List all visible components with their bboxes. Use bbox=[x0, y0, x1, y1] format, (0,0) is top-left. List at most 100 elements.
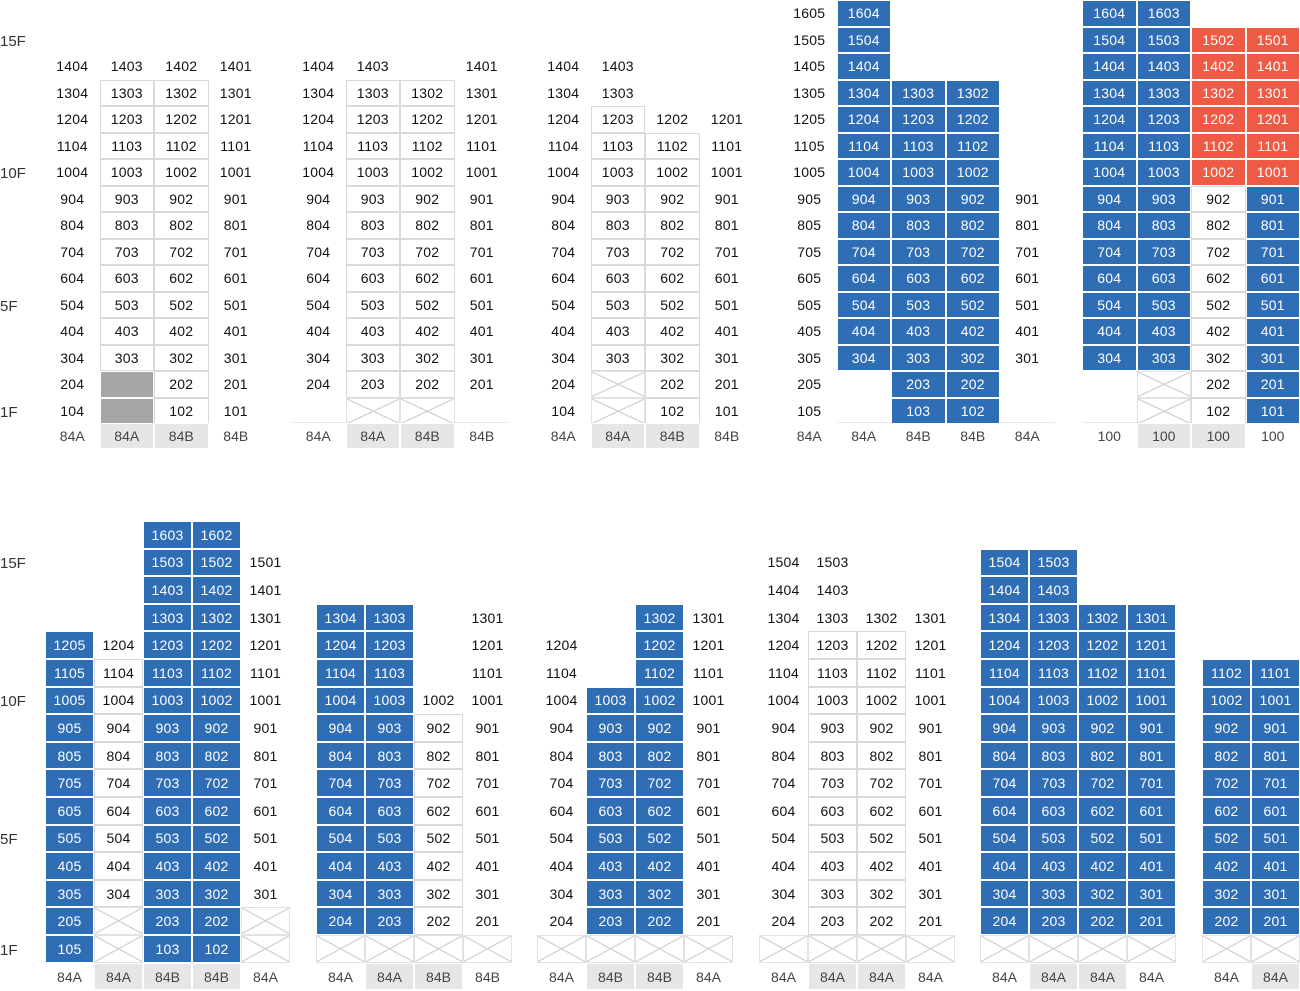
unit-cell[interactable]: 903 bbox=[590, 185, 645, 212]
unit-cell[interactable]: 202 bbox=[1202, 907, 1251, 935]
unit-cell[interactable]: 1304 bbox=[536, 79, 591, 106]
unit-cell[interactable]: 504 bbox=[94, 824, 143, 853]
unit-cell[interactable]: 503 bbox=[99, 291, 154, 318]
unit-cell[interactable]: 1102 bbox=[945, 132, 1000, 159]
unit-cell[interactable]: 602 bbox=[945, 265, 1000, 292]
unit-cell[interactable]: 105 bbox=[782, 397, 837, 424]
unit-cell[interactable]: 1402 bbox=[154, 53, 209, 80]
unit-cell[interactable]: 1101 bbox=[684, 659, 733, 687]
unit-cell[interactable]: 504 bbox=[1082, 291, 1137, 318]
unit-cell[interactable]: 502 bbox=[414, 824, 463, 853]
unit-cell[interactable]: 1504 bbox=[1082, 26, 1137, 53]
unit-cell[interactable]: 503 bbox=[586, 824, 635, 853]
unit-cell[interactable]: 303 bbox=[345, 344, 400, 371]
unit-cell[interactable]: 1104 bbox=[45, 132, 100, 159]
unit-cell[interactable]: 304 bbox=[537, 879, 586, 908]
unit-cell[interactable]: 1404 bbox=[759, 576, 808, 604]
unit-cell[interactable]: 1301 bbox=[684, 603, 733, 632]
unit-cell[interactable]: 701 bbox=[699, 238, 754, 265]
unit-cell[interactable]: 701 bbox=[454, 238, 509, 265]
unit-cell[interactable]: 1004 bbox=[537, 686, 586, 715]
unit-cell[interactable]: 401 bbox=[906, 852, 955, 880]
unit-cell[interactable]: 201 bbox=[684, 907, 733, 935]
unit-cell[interactable]: 504 bbox=[316, 824, 365, 853]
unit-cell[interactable]: 502 bbox=[945, 291, 1000, 318]
unit-cell[interactable]: 105 bbox=[45, 935, 94, 963]
unit-cell[interactable]: 403 bbox=[345, 318, 400, 345]
unit-cell[interactable]: 401 bbox=[241, 852, 290, 880]
unit-cell[interactable]: 501 bbox=[906, 824, 955, 853]
unit-cell[interactable]: 203 bbox=[143, 907, 192, 935]
unit-cell[interactable]: 1301 bbox=[906, 603, 955, 632]
unit-cell[interactable]: 802 bbox=[1191, 212, 1246, 239]
unit-cell[interactable]: 1302 bbox=[1191, 79, 1246, 106]
unit-cell[interactable]: 1102 bbox=[192, 659, 241, 687]
unit-cell[interactable]: 402 bbox=[645, 318, 700, 345]
unit-cell[interactable]: 601 bbox=[454, 265, 509, 292]
unit-cell[interactable]: 1002 bbox=[857, 686, 906, 715]
unit-cell[interactable]: 1002 bbox=[154, 159, 209, 186]
unit-cell[interactable]: 203 bbox=[808, 907, 857, 935]
unit-cell[interactable]: 803 bbox=[808, 741, 857, 770]
unit-cell[interactable]: 901 bbox=[1127, 714, 1176, 742]
unit-cell[interactable]: 1102 bbox=[1078, 659, 1127, 687]
unit-cell[interactable]: 604 bbox=[94, 797, 143, 825]
unit-cell[interactable]: 1304 bbox=[1082, 79, 1137, 106]
unit-cell[interactable]: 901 bbox=[241, 714, 290, 742]
unit-cell[interactable]: 1101 bbox=[463, 659, 512, 687]
unit-cell[interactable]: 301 bbox=[1000, 344, 1055, 371]
unit-cell[interactable]: 503 bbox=[365, 824, 414, 853]
unit-cell[interactable]: 1404 bbox=[836, 53, 891, 80]
unit-cell[interactable]: 704 bbox=[1082, 238, 1137, 265]
unit-cell[interactable]: 1201 bbox=[463, 631, 512, 659]
unit-cell[interactable]: 1603 bbox=[1136, 0, 1191, 27]
unit-cell[interactable]: 101 bbox=[1245, 397, 1300, 424]
unit-cell[interactable]: 701 bbox=[241, 769, 290, 797]
unit-cell[interactable]: 401 bbox=[1245, 318, 1300, 345]
unit-cell[interactable]: 303 bbox=[1029, 879, 1078, 908]
unit-cell[interactable]: 304 bbox=[316, 879, 365, 908]
unit-cell[interactable]: 802 bbox=[1202, 741, 1251, 770]
unit-cell[interactable]: 1203 bbox=[143, 631, 192, 659]
unit-cell[interactable]: 302 bbox=[945, 344, 1000, 371]
unit-cell[interactable]: 603 bbox=[1029, 797, 1078, 825]
unit-cell[interactable]: 1203 bbox=[99, 106, 154, 133]
unit-cell[interactable]: 201 bbox=[1127, 907, 1176, 935]
unit-cell[interactable]: 902 bbox=[635, 714, 684, 742]
unit-cell[interactable]: 303 bbox=[143, 879, 192, 908]
unit-cell[interactable]: 1204 bbox=[316, 631, 365, 659]
unit-cell[interactable]: 1004 bbox=[316, 686, 365, 715]
unit-cell[interactable]: 601 bbox=[1127, 797, 1176, 825]
unit-cell[interactable]: 704 bbox=[45, 238, 100, 265]
unit-cell[interactable]: 204 bbox=[316, 907, 365, 935]
unit-cell[interactable]: 603 bbox=[1136, 265, 1191, 292]
unit-cell[interactable]: 903 bbox=[143, 714, 192, 742]
unit-cell[interactable]: 503 bbox=[345, 291, 400, 318]
unit-cell[interactable]: 1203 bbox=[590, 106, 645, 133]
unit-cell[interactable]: 903 bbox=[1136, 185, 1191, 212]
unit-cell[interactable]: 601 bbox=[1000, 265, 1055, 292]
unit-cell[interactable]: 601 bbox=[463, 797, 512, 825]
unit-cell[interactable]: 703 bbox=[1136, 238, 1191, 265]
unit-cell[interactable]: 302 bbox=[1078, 879, 1127, 908]
unit-cell[interactable]: 1302 bbox=[154, 79, 209, 106]
unit-cell[interactable]: 304 bbox=[291, 344, 346, 371]
unit-cell[interactable]: 302 bbox=[1202, 879, 1251, 908]
unit-cell[interactable]: 1003 bbox=[99, 159, 154, 186]
unit-cell[interactable]: 1001 bbox=[1245, 159, 1300, 186]
unit-cell[interactable]: 1202 bbox=[154, 106, 209, 133]
unit-cell[interactable]: 703 bbox=[891, 238, 946, 265]
unit-cell[interactable]: 502 bbox=[154, 291, 209, 318]
unit-cell[interactable]: 801 bbox=[241, 741, 290, 770]
unit-cell[interactable]: 702 bbox=[154, 238, 209, 265]
unit-cell[interactable]: 702 bbox=[1078, 769, 1127, 797]
unit-cell[interactable]: 304 bbox=[759, 879, 808, 908]
unit-cell[interactable]: 1001 bbox=[906, 686, 955, 715]
unit-cell[interactable]: 1203 bbox=[365, 631, 414, 659]
unit-cell[interactable]: 1604 bbox=[836, 0, 891, 27]
unit-cell[interactable]: 1003 bbox=[345, 159, 400, 186]
unit-cell[interactable]: 805 bbox=[782, 212, 837, 239]
unit-cell[interactable]: 505 bbox=[782, 291, 837, 318]
unit-cell[interactable]: 805 bbox=[45, 741, 94, 770]
unit-cell[interactable]: 205 bbox=[45, 907, 94, 935]
